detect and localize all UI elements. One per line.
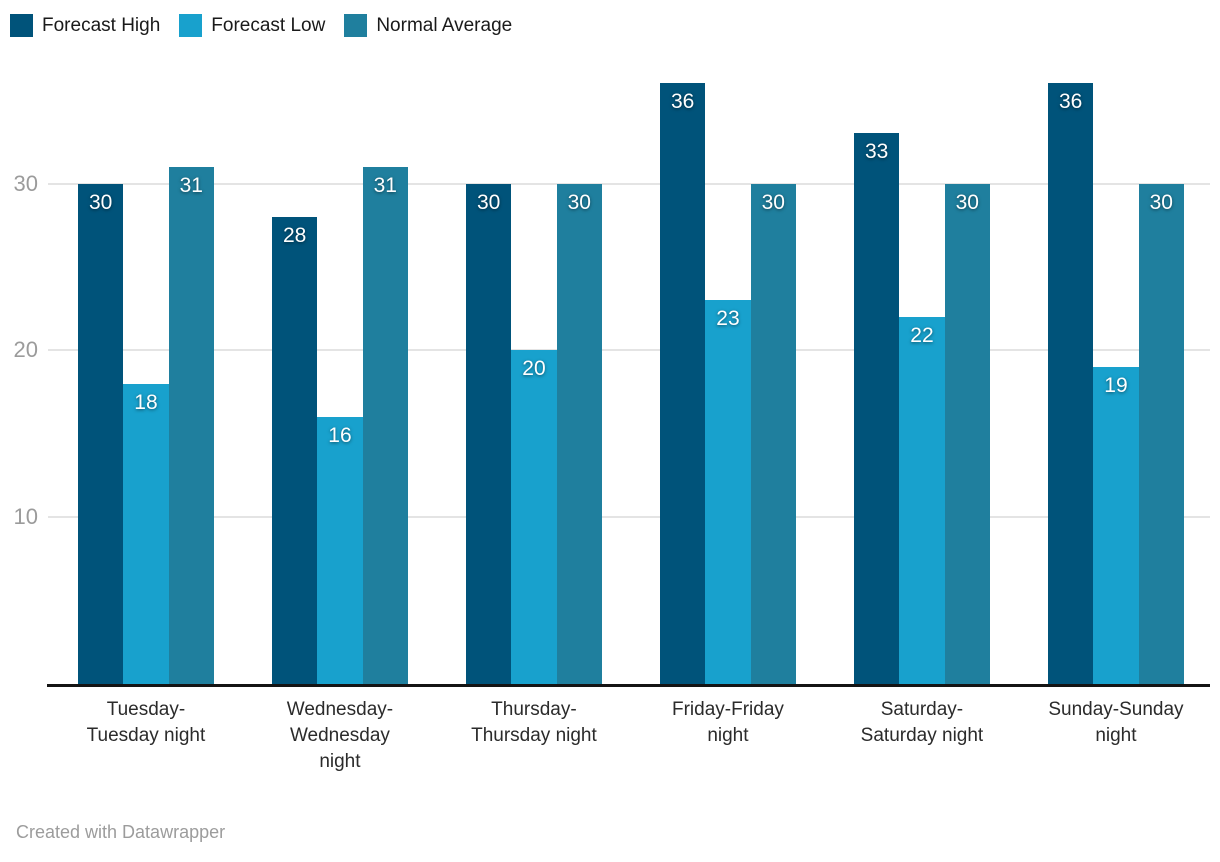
bar-value-label: 18 — [134, 390, 158, 414]
bar-value-label: 16 — [328, 424, 352, 448]
gridline-10 — [48, 516, 1210, 519]
bar-normal-average-group2: 31 — [362, 166, 408, 684]
bar-value-label: 30 — [1149, 190, 1173, 214]
bar-value-label: 30 — [955, 190, 979, 214]
bar-forecast-high-group4: 36 — [660, 83, 706, 684]
x-axis-label-group4: Friday-Friday night — [671, 699, 784, 746]
bar-value-label: 30 — [88, 190, 113, 214]
x-axis-label-group1: Tuesday- Tuesday night — [86, 699, 206, 746]
gridline-20 — [48, 349, 1210, 352]
bar-value-label: 31 — [373, 173, 397, 197]
bar-forecast-high-group2: 28 — [272, 216, 318, 684]
y-tick-label-30: 30 — [13, 170, 38, 196]
legend-swatch-icon — [344, 14, 368, 37]
bar-forecast-high-group3: 30 — [466, 183, 512, 684]
bar-forecast-high-group5: 33 — [854, 133, 900, 684]
legend-item-forecast-high: Forecast High — [10, 14, 160, 37]
bar-normal-average-group1: 31 — [168, 166, 214, 684]
bar-forecast-low-group1: 18 — [123, 383, 169, 684]
bar-normal-average-group6: 30 — [1138, 183, 1184, 684]
bar-value-label: 36 — [1058, 90, 1083, 114]
bar-value-label: 19 — [1104, 374, 1128, 398]
bar-value-label: 31 — [179, 173, 203, 197]
bar-forecast-high-group1: 30 — [78, 183, 124, 684]
legend-swatch-icon — [10, 14, 33, 37]
bar-forecast-high-group6: 36 — [1048, 83, 1094, 684]
x-axis-label-group3: Thursday- Thursday night — [471, 699, 597, 746]
bar-value-label: 30 — [476, 190, 501, 214]
x-axis-line — [47, 684, 1210, 687]
y-tick-label-10: 10 — [13, 504, 38, 530]
legend: Forecast High Forecast Low Normal Average — [10, 14, 512, 37]
bar-forecast-low-group6: 19 — [1093, 367, 1139, 684]
bar-value-label: 33 — [864, 140, 889, 164]
bar-value-label: 28 — [282, 223, 307, 247]
bar-value-label: 23 — [716, 307, 740, 331]
bar-forecast-low-group5: 22 — [899, 316, 945, 684]
bar-normal-average-group4: 30 — [750, 183, 796, 684]
bar-value-label: 36 — [670, 90, 695, 114]
bar-normal-average-group5: 30 — [944, 183, 990, 684]
datawrapper-credit-link[interactable]: Created with Datawrapper — [16, 822, 226, 842]
gridline-30 — [48, 182, 1210, 185]
legend-label: Forecast Low — [211, 14, 326, 36]
bar-value-label: 30 — [567, 190, 591, 214]
legend-item-normal-average: Normal Average — [344, 14, 512, 37]
bar-value-label: 30 — [761, 190, 785, 214]
legend-label: Forecast High — [42, 14, 161, 36]
bar-forecast-low-group2: 16 — [317, 417, 363, 684]
bar-normal-average-group3: 30 — [556, 183, 602, 684]
legend-swatch-icon — [179, 14, 203, 37]
bar-forecast-low-group4: 23 — [705, 300, 751, 684]
x-axis-label-group6: Sunday-Sunday night — [1048, 699, 1184, 746]
x-axis-label-group2: Wednesday- Wednesday night — [286, 699, 394, 772]
y-tick-label-20: 20 — [13, 337, 38, 363]
legend-item-forecast-low: Forecast Low — [179, 14, 325, 37]
x-axis-label-group5: Saturday- Saturday night — [860, 699, 984, 746]
bar-value-label: 20 — [522, 357, 546, 381]
legend-label: Normal Average — [376, 14, 513, 36]
bar-forecast-low-group3: 20 — [511, 350, 557, 684]
bar-value-label: 22 — [910, 323, 934, 347]
